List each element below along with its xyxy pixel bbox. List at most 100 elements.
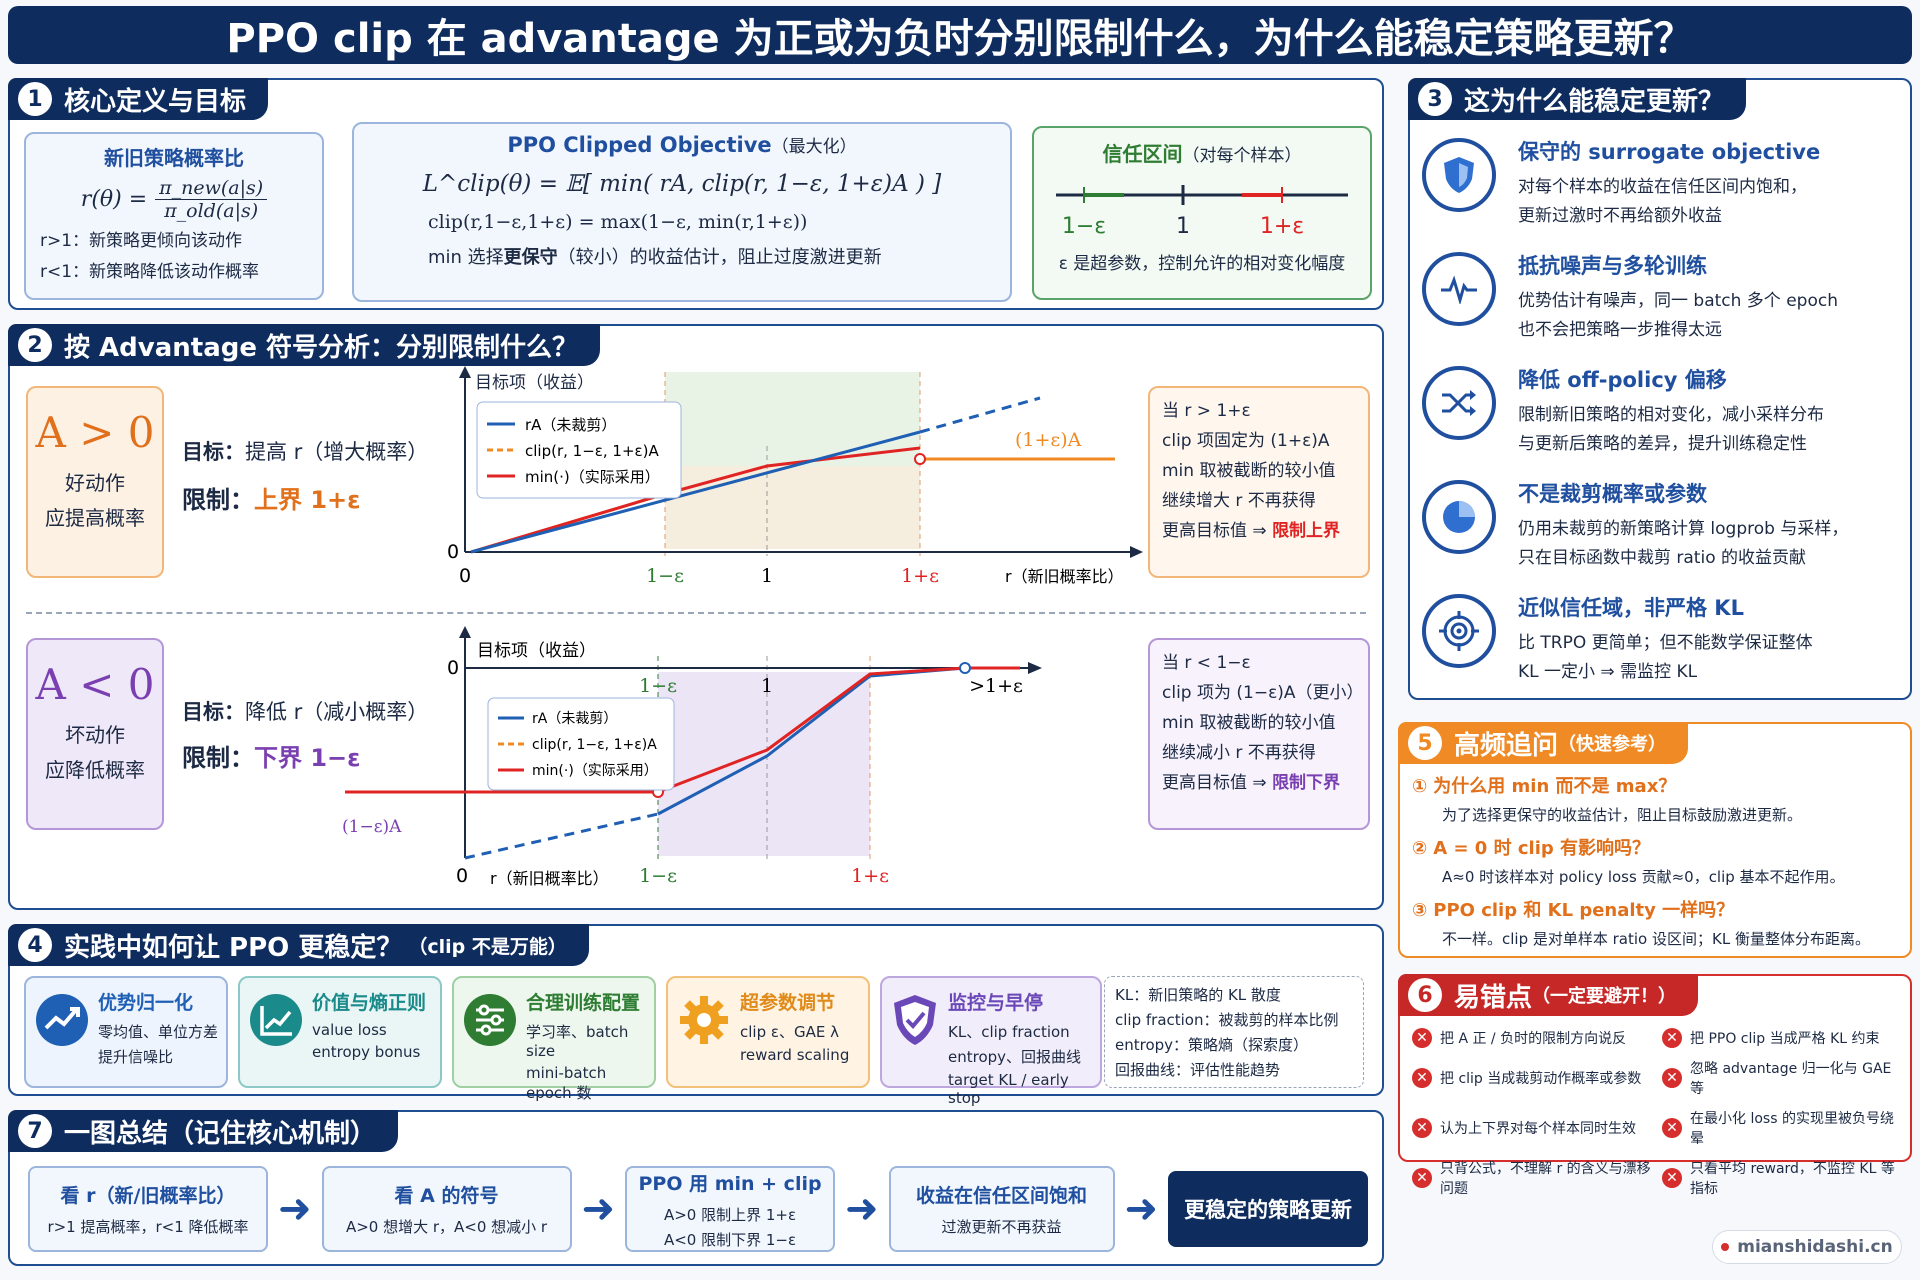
practice-card: 优势归一化 零均值、单位方差 提升信噪比 bbox=[24, 976, 228, 1088]
legend-rA: rA（未裁剪） bbox=[525, 416, 616, 434]
why-stable-title: 抵抗噪声与多轮训练 bbox=[1518, 254, 1707, 278]
clip-definition: clip(r,1−ε,1+ε) = max(1−ε, min(r,1+ε)) bbox=[428, 211, 808, 233]
right-arrow-icon: ➜ bbox=[845, 1186, 879, 1232]
why-stable-text: 近似信任域，非严格 KL 比 TRPO 更简单；但不能数学保证整体 KL 一定小 ⇒… bbox=[1518, 592, 1813, 682]
practice-card-line: entropy、回报曲线 bbox=[948, 1048, 1082, 1066]
section-number: 1 bbox=[18, 82, 52, 116]
tick-mid: 1 bbox=[761, 565, 773, 587]
summary-step: 看 r（新/旧概率比） r>1 提高概率，r<1 降低概率 bbox=[28, 1166, 268, 1252]
ratio-denominator: π_old(a|s) bbox=[164, 200, 259, 222]
page-title: PPO clip 在 advantage 为正或为负时分别限制什么，为什么能稳定… bbox=[8, 6, 1912, 64]
note-line: 继续增大 r 不再获得 bbox=[1162, 491, 1316, 511]
glossary-line: KL：新旧策略的 KL 散度 bbox=[1115, 986, 1281, 1004]
chart-icon bbox=[248, 992, 304, 1052]
faq-number: ③ bbox=[1412, 900, 1428, 921]
y-zero: 0 bbox=[447, 541, 459, 563]
positive-advantage-plot: 目标项（收益） 0 0 1−ε 1 1+ε r（新旧概率比） (1+ε)A rA… bbox=[447, 366, 1143, 587]
practice-card-title: 超参数调节 bbox=[740, 992, 836, 1014]
why-stable-item: 近似信任域，非严格 KL 比 TRPO 更简单；但不能数学保证整体 KL 一定小 ⇒… bbox=[1422, 592, 1902, 706]
why-stable-title: 近似信任域，非严格 KL bbox=[1518, 596, 1744, 620]
section-title: 易错点 bbox=[1454, 982, 1533, 1013]
why-stable-item: 不是裁剪概率或参数 仍用未裁剪的新策略计算 logprob 与采样， 只在目标函数中… bbox=[1422, 478, 1902, 592]
right-arrow-icon: ➜ bbox=[581, 1186, 616, 1232]
glossary-line: 回报曲线：评估性能趋势 bbox=[1115, 1061, 1281, 1079]
plateau-label: (1+ε)A bbox=[1015, 429, 1082, 451]
summary-step-desc: 过激更新不再获益 bbox=[941, 1218, 1062, 1236]
section-why-stable: 3 这为什么能稳定更新？ 保守的 surrogate objective 对每个样… bbox=[1408, 78, 1912, 700]
x-zero: 0 bbox=[459, 565, 471, 587]
section-note: （clip 不是万能） bbox=[408, 935, 567, 958]
faq-question-text: A = 0 时 clip 有影响吗？ bbox=[1433, 838, 1651, 859]
pitfall-item: ✕ 只背公式，不理解 r 的含义与漂移问题 bbox=[1412, 1158, 1662, 1198]
pitfall-item: ✕ 认为上下界对每个样本同时生效 bbox=[1412, 1108, 1662, 1148]
practice-card-line: clip ε、GAE λ bbox=[740, 1023, 839, 1041]
summary-step-title: 看 A 的符号 bbox=[394, 1185, 499, 1207]
legend-min: min(·)（实际采用） bbox=[525, 468, 660, 486]
why-stable-text: 不是裁剪概率或参数 仍用未裁剪的新策略计算 logprob 与采样， 只在目标函数中… bbox=[1518, 478, 1848, 568]
pitfall-text: 把 A 正 / 负时的限制方向说反 bbox=[1440, 1031, 1627, 1047]
practice-card-text: 优势归一化 零均值、单位方差 提升信噪比 bbox=[98, 988, 218, 1067]
section-faq: 5 高频追问 （快速参考） ① 为什么用 min 而不是 max？ 为了选择更保守的收… bbox=[1398, 722, 1912, 958]
objective-title-note: （最大化） bbox=[771, 137, 857, 157]
practice-card-line: target KL / early stop bbox=[948, 1071, 1069, 1107]
faq-answer: 为了选择更保守的收益估计，阻止目标鼓励激进更新。 bbox=[1442, 806, 1803, 824]
pitfall-text: 把 PPO clip 当成严格 KL 约束 bbox=[1690, 1031, 1880, 1047]
limit-text: 下界 1−ε bbox=[254, 744, 361, 772]
why-stable-text: 抵抗噪声与多轮训练 优势估计有噪声，同一 batch 多个 epoch 也不会把策略… bbox=[1518, 250, 1838, 340]
practice-card: 价值与熵正则 value loss entropy bonus bbox=[238, 976, 442, 1088]
pitfall-text: 忽略 advantage 归一化与 GAE 等 bbox=[1690, 1061, 1892, 1097]
tick-hi: 1+ε bbox=[851, 865, 889, 887]
y-axis-label: 目标项（收益） bbox=[475, 373, 594, 393]
note-line: clip 项固定为 (1+ε)A bbox=[1162, 431, 1330, 451]
summary-step-title: 看 r（新/旧概率比） bbox=[60, 1185, 236, 1207]
section-title: 高频追问 bbox=[1454, 730, 1559, 761]
summary-step-title: 收益在信任区间饱和 bbox=[916, 1185, 1088, 1207]
section-number: 2 bbox=[18, 328, 52, 362]
error-x-icon: ✕ bbox=[1412, 1028, 1432, 1048]
pie-icon bbox=[1422, 480, 1496, 554]
practice-card-title: 价值与熵正则 bbox=[312, 992, 427, 1014]
legend-min: min(·)（实际采用） bbox=[532, 763, 658, 779]
pitfall-item: ✕ 把 clip 当成裁剪动作概率或参数 bbox=[1412, 1058, 1662, 1098]
objective-formula: L^clip(θ) = 𝔼[ min( rA, clip(r, 1−ε, 1+ε… bbox=[422, 171, 942, 197]
floor-label: (1−ε)A bbox=[342, 817, 402, 837]
trust-lo-label: 1−ε bbox=[1062, 214, 1106, 239]
glossary-box: KL：新旧策略的 KL 散度 clip fraction：被裁剪的样本比例 en… bbox=[1104, 976, 1364, 1088]
summary-flow: 看 r（新/旧概率比） r>1 提高概率，r<1 降低概率 ➜ 看 A 的符号 A>0 … bbox=[28, 1166, 1369, 1252]
min-curve bbox=[470, 446, 921, 554]
limit-label: 限制： bbox=[182, 744, 254, 772]
why-stable-desc: 与更新后策略的差异，提升训练稳定性 bbox=[1518, 434, 1807, 454]
gear-icon bbox=[676, 992, 732, 1052]
limit-text: 上界 1+ε bbox=[254, 486, 361, 514]
why-stable-desc: 更新过激时不再给额外收益 bbox=[1518, 206, 1722, 226]
pitfall-text: 只看平均 reward，不监控 KL 等指标 bbox=[1690, 1161, 1895, 1197]
y-axis-label: 目标项（收益） bbox=[477, 641, 596, 661]
section-number: 5 bbox=[1408, 726, 1442, 760]
goal-label: 目标： bbox=[182, 700, 245, 724]
negative-goal: 目标：降低 r（减小概率） bbox=[182, 696, 428, 726]
section-core-definition: 1 核心定义与目标 新旧策略概率比 r(θ) = π_new(a|s) π_ol… bbox=[8, 78, 1384, 310]
section-divider bbox=[26, 612, 1366, 614]
section-header: 1 核心定义与目标 bbox=[8, 78, 269, 120]
error-x-icon: ✕ bbox=[1662, 1168, 1682, 1188]
note-highlight: 限制上界 bbox=[1272, 521, 1341, 541]
pitfall-text: 认为上下界对每个样本同时生效 bbox=[1440, 1121, 1636, 1137]
why-stable-text: 保守的 surrogate objective 对每个样本的收益在信任区间内饱和，… bbox=[1518, 136, 1820, 226]
pitfall-text: 把 clip 当成裁剪动作概率或参数 bbox=[1440, 1071, 1642, 1087]
practice-card-text: 监控与早停 KL、clip fraction entropy、回报曲线 target … bbox=[948, 988, 1092, 1107]
ratio-note-greater: r>1：新策略更倾向该动作 bbox=[40, 231, 243, 251]
why-stable-desc: 限制新旧策略的相对变化，减小采样分布 bbox=[1518, 405, 1824, 425]
why-stable-text: 降低 off-policy 偏移 限制新旧策略的相对变化，减小采样分布 与更新后策略… bbox=[1518, 364, 1824, 454]
note-conclusion: 更高目标值 ⇒ 限制上界 bbox=[1162, 521, 1341, 541]
section-header: 6 易错点 （一定要避开！） bbox=[1398, 974, 1699, 1016]
footer-text: mianshidashi.cn bbox=[1737, 1237, 1893, 1257]
why-stable-desc: 仍用未裁剪的新策略计算 logprob 与采样， bbox=[1518, 519, 1849, 539]
section-note: （快速参考） bbox=[1558, 734, 1667, 755]
section-practice: 4 实践中如何让 PPO 更稳定？ （clip 不是万能） 优势归一化 零均值、单位… bbox=[8, 924, 1384, 1107]
objective-title: PPO Clipped Objective bbox=[507, 133, 772, 157]
note-line: min 取被截断的较小值 bbox=[1162, 713, 1336, 733]
min-curve bbox=[657, 666, 1020, 794]
note-conclusion: 更高目标值 ⇒ 限制下界 bbox=[1162, 773, 1341, 793]
glossary-line: clip fraction：被裁剪的样本比例 bbox=[1115, 1011, 1339, 1029]
